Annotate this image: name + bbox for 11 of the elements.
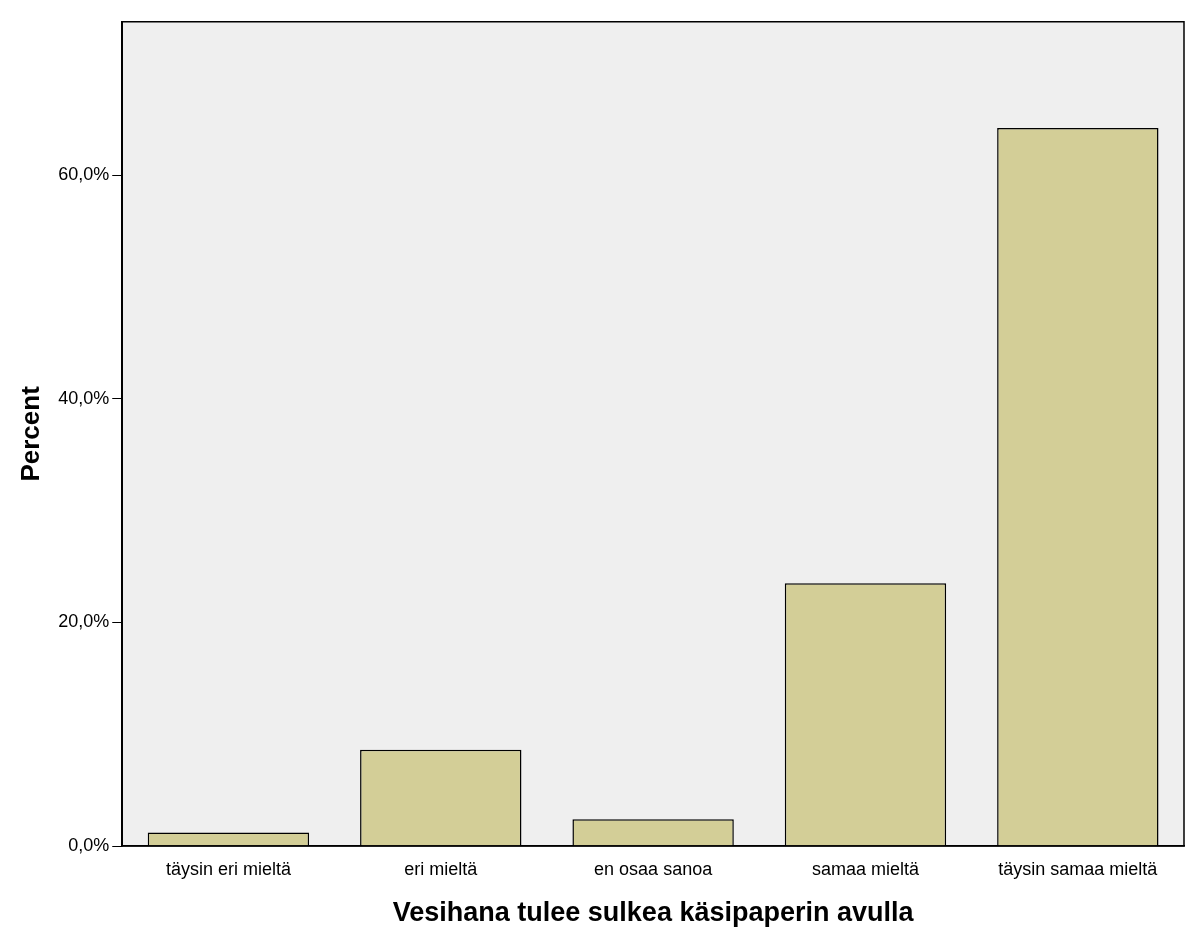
x-tick-label: täysin eri mieltä	[165, 858, 292, 879]
x-tick-label: eri mieltä	[404, 858, 479, 879]
y-tick-label: 60,0%	[58, 163, 110, 184]
y-tick-label: 20,0%	[58, 611, 110, 632]
x-tick-label: samaa mieltä	[811, 858, 920, 879]
x-tick-label: en osaa sanoa	[594, 858, 714, 879]
y-tick-label: 0,0%	[68, 834, 110, 855]
x-axis-title: Vesihana tulee sulkea käsipaperin avulla	[392, 897, 915, 928]
x-tick-label: täysin samaa mieltä	[998, 858, 1159, 879]
y-tick-label: 40,0%	[58, 387, 110, 408]
y-axis-title: Percent	[14, 385, 45, 482]
